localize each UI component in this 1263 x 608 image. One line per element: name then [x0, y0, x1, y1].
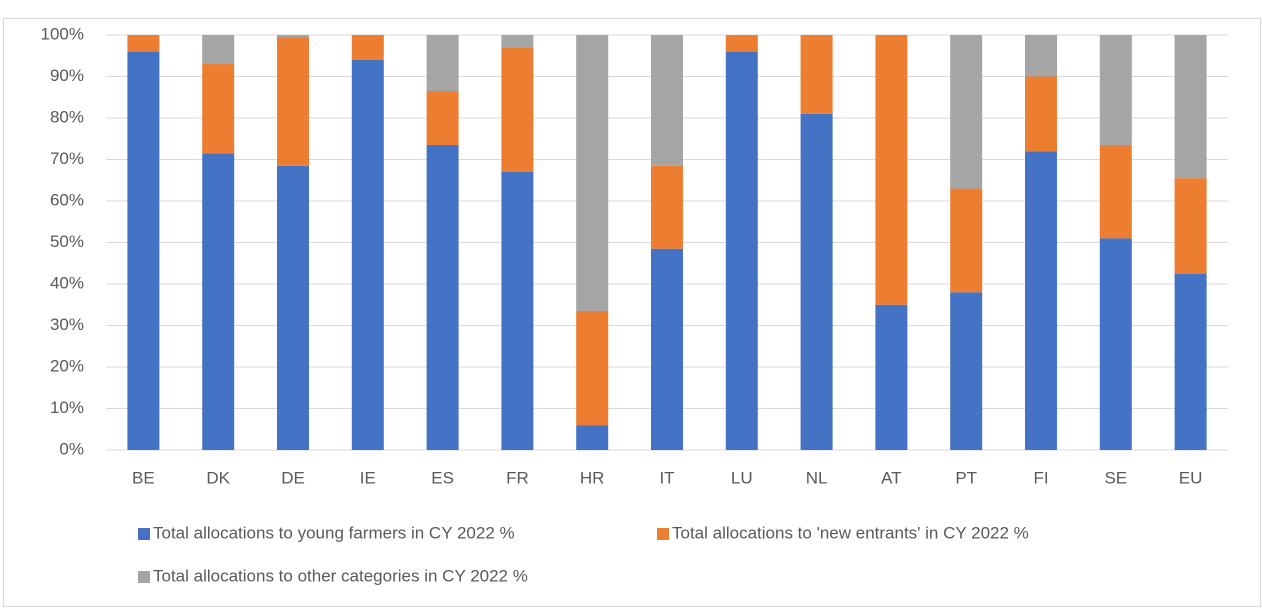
bar-segment: [1099, 144, 1132, 239]
bar-segment: [1099, 35, 1132, 145]
x-tick-label: LU: [731, 468, 753, 487]
y-tick-label: 60%: [50, 190, 84, 209]
x-tick-label: AT: [881, 468, 901, 487]
y-tick-label: 100%: [41, 24, 84, 43]
bar-segment: [1174, 273, 1207, 450]
y-tick-label: 80%: [50, 107, 84, 126]
bar-segment: [576, 425, 609, 450]
y-tick-label: 70%: [50, 149, 84, 168]
bar-segment: [950, 188, 983, 293]
bar-segment: [1099, 238, 1132, 450]
x-tick-label: FR: [506, 468, 529, 487]
bar-segment: [351, 59, 384, 451]
bar-segment: [1174, 178, 1207, 274]
bar-segment: [127, 51, 160, 450]
y-tick-label: 30%: [50, 315, 84, 334]
x-tick-label: DE: [281, 468, 305, 487]
bar-segment: [651, 248, 683, 450]
x-tick-label: FI: [1033, 468, 1048, 487]
legend-label: Total allocations to young farmers in CY…: [153, 523, 515, 542]
bar-segment: [426, 91, 459, 145]
x-tick-label: PT: [955, 468, 977, 487]
legend-swatch: [138, 571, 150, 583]
bar-segment: [651, 165, 683, 249]
x-tick-label: BE: [132, 468, 155, 487]
bar-segment: [651, 35, 683, 166]
y-tick-label: 90%: [50, 66, 84, 85]
bar-segment: [1174, 35, 1207, 179]
bar-segment: [277, 165, 309, 450]
bar-segment: [202, 35, 235, 65]
y-tick-label: 10%: [50, 398, 84, 417]
x-tick-label: DK: [206, 468, 230, 487]
bar-segment: [1025, 35, 1057, 77]
x-tick-label: EU: [1179, 468, 1203, 487]
bar-segment: [875, 35, 908, 305]
y-tick-label: 20%: [50, 356, 84, 375]
bar-segment: [875, 304, 908, 450]
bar-segment: [501, 47, 534, 172]
y-tick-label: 50%: [50, 232, 84, 251]
bar-segment: [950, 292, 983, 450]
x-tick-label: SE: [1104, 468, 1127, 487]
bar-segment: [1025, 76, 1057, 152]
x-tick-label: NL: [806, 468, 828, 487]
bar-segment: [127, 35, 160, 52]
bar-segment: [202, 153, 235, 450]
bar-segment: [277, 35, 309, 38]
legend-swatch: [657, 528, 669, 540]
bar-segment: [725, 35, 758, 52]
bar-segment: [277, 37, 309, 166]
x-tick-label: IE: [360, 468, 376, 487]
x-tick-label: ES: [431, 468, 454, 487]
y-tick-label: 40%: [50, 273, 84, 292]
chart-frame: [3, 18, 1261, 607]
x-tick-label: HR: [580, 468, 605, 487]
x-tick-label: IT: [659, 468, 674, 487]
legend-label: Total allocations to other categories in…: [153, 566, 528, 585]
bar-segment: [351, 35, 384, 60]
bar-segment: [426, 35, 459, 92]
bar-segment: [576, 310, 609, 426]
bar-segment: [800, 113, 833, 450]
bar-segment: [501, 171, 534, 450]
bar-segment: [950, 35, 983, 189]
bar-segment: [202, 64, 235, 154]
bar-segment: [426, 144, 459, 450]
legend-swatch: [138, 528, 150, 540]
legend-label: Total allocations to 'new entrants' in C…: [672, 523, 1029, 542]
bar-segment: [1025, 151, 1057, 450]
y-tick-label: 0%: [59, 439, 84, 458]
bar-segment: [800, 35, 833, 114]
bar-segment: [501, 35, 534, 48]
bar-segment: [576, 35, 609, 311]
bar-segment: [725, 51, 758, 450]
